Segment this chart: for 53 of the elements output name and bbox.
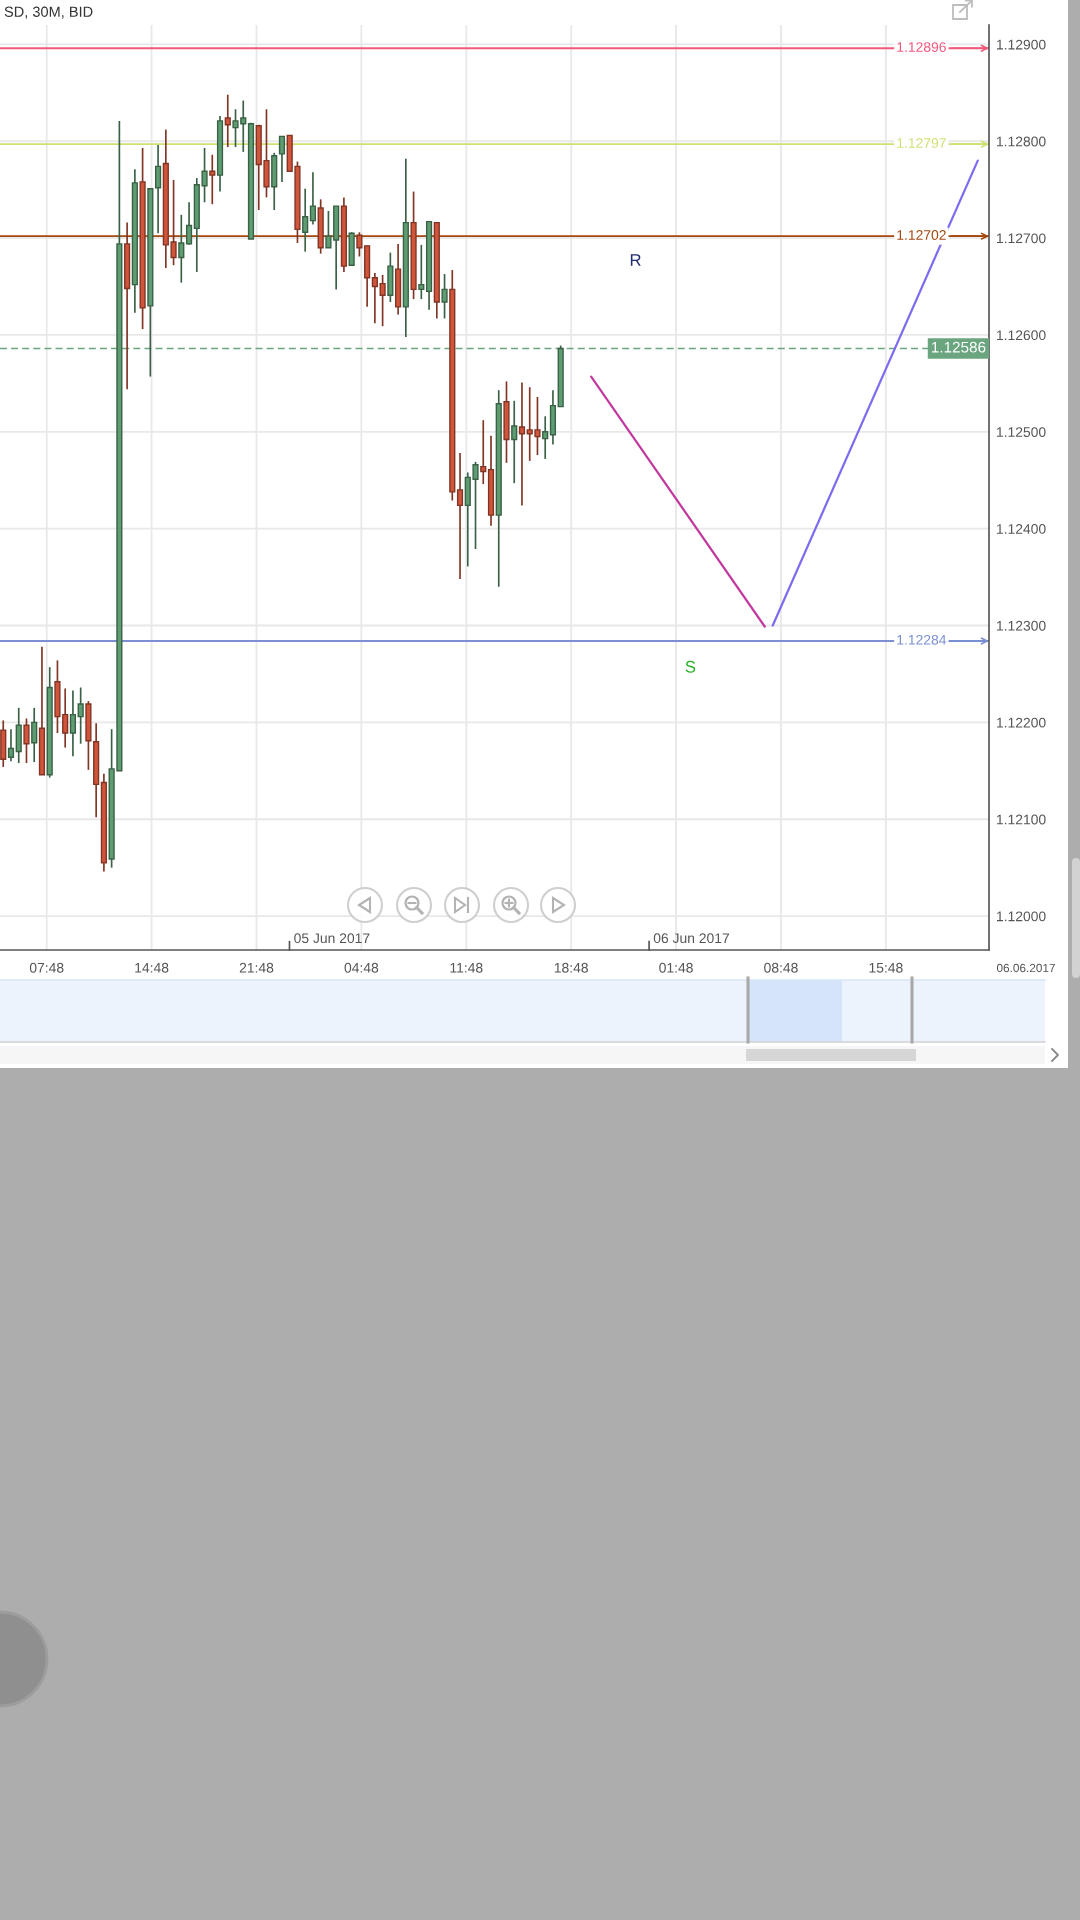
- y-tick-label: 1.12400: [997, 524, 1046, 534]
- annotation: R: [630, 254, 641, 266]
- candlestick: [7, 728, 15, 762]
- y-tick-label: 1.12000: [997, 911, 1046, 922]
- x-tick-label: 15:48: [869, 962, 903, 973]
- x-tick-label: 07:48: [29, 962, 64, 973]
- ref-line-label: 1.12284: [897, 634, 947, 645]
- candlestick: [480, 419, 487, 485]
- ref-line-label: 1.12797: [897, 138, 946, 148]
- x-tick-label: 21:48: [239, 962, 274, 973]
- candlestick: [356, 231, 363, 258]
- candlestick: [309, 171, 317, 226]
- candlestick: [209, 153, 216, 206]
- chart-title: SD, 30M, BID: [4, 6, 93, 19]
- ref-line-label: 1.12702: [897, 230, 946, 240]
- y-tick-label: 1.12800: [997, 136, 1046, 147]
- ref-line-label: 1.12586: [931, 341, 986, 353]
- annotation: 06 Jun 2017: [653, 933, 730, 944]
- candlestick: [441, 273, 448, 320]
- candlestick: [371, 272, 378, 325]
- x-tick-label: 18:48: [554, 962, 588, 973]
- candlestick: [178, 214, 185, 284]
- candlestick: [69, 689, 77, 758]
- candlestick: [154, 144, 162, 235]
- x-tick-label: 08:48: [764, 962, 798, 973]
- candlestick: [542, 415, 549, 460]
- y-tick-label: 1.12200: [997, 717, 1046, 728]
- x-tick-label: 04:48: [344, 962, 379, 973]
- candlestick: [224, 93, 231, 148]
- candlestick: [278, 135, 286, 183]
- candlestick: [23, 717, 30, 764]
- candlestick: [511, 399, 518, 484]
- candlestick: [77, 686, 84, 745]
- annotation: S: [685, 660, 696, 673]
- candlestick: [31, 707, 38, 763]
- candlestick: [379, 274, 386, 328]
- candlestick: [185, 201, 193, 246]
- candlestick: [418, 244, 425, 300]
- y-tick-label: 1.12100: [997, 814, 1046, 825]
- text: 06.06.2017: [996, 963, 1055, 973]
- ref-line-label: 1.12896: [897, 42, 946, 52]
- y-tick-label: 1.12700: [997, 233, 1046, 244]
- y-tick-label: 1.12600: [997, 330, 1046, 341]
- y-tick-label: 1.12900: [997, 39, 1046, 50]
- annotation: 05 Jun 2017: [294, 933, 370, 944]
- candlestick: [302, 187, 309, 253]
- x-tick-label: 01:48: [659, 962, 693, 973]
- x-tick-label: 14:48: [135, 962, 169, 973]
- y-tick-label: 1.12500: [997, 427, 1046, 437]
- y-tick-label: 1.12300: [997, 620, 1046, 631]
- candlestick: [456, 452, 464, 580]
- x-tick-label: 11:48: [450, 962, 483, 973]
- candlestick: [518, 381, 526, 507]
